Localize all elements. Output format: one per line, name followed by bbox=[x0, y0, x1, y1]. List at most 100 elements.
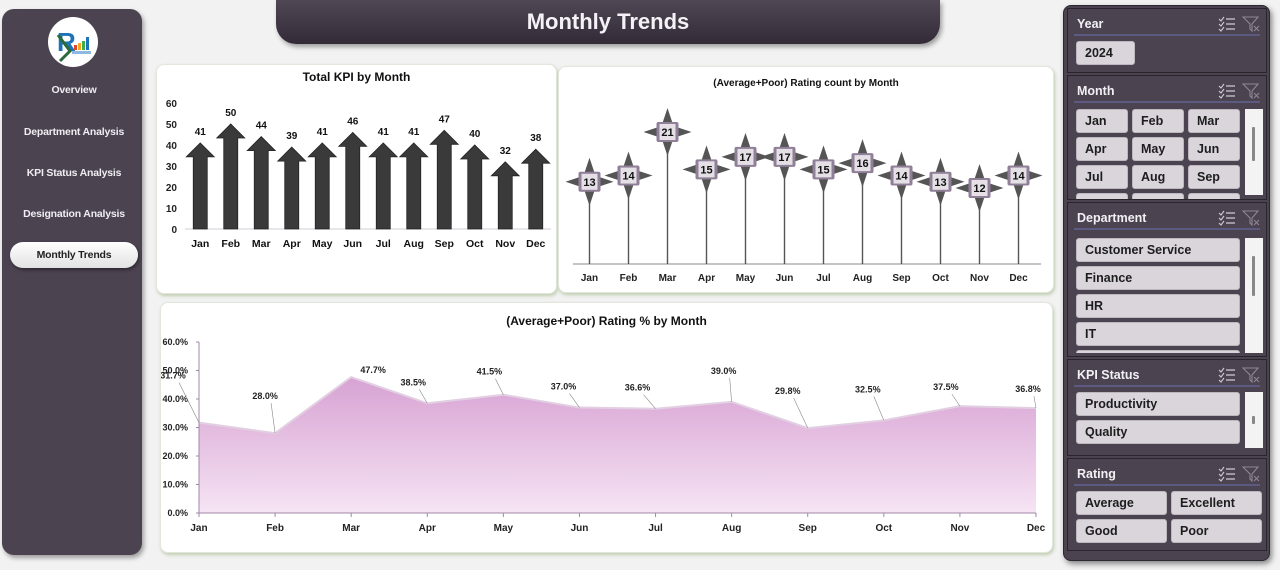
nav-kpi-status-analysis[interactable]: KPI Status Analysis bbox=[26, 167, 122, 179]
slicer-header: Rating bbox=[1074, 464, 1260, 486]
month-scrollbar[interactable] bbox=[1245, 109, 1263, 195]
svg-text:0.0%: 0.0% bbox=[167, 508, 188, 518]
slicer-item[interactable]: IT bbox=[1076, 322, 1240, 346]
star-marker: 12 bbox=[955, 164, 1004, 264]
star-marker: 14 bbox=[877, 151, 926, 264]
svg-text:14: 14 bbox=[622, 171, 635, 183]
nav-overview[interactable]: Overview bbox=[51, 84, 97, 96]
slicer-item[interactable]: Average bbox=[1076, 491, 1167, 515]
slicer-item[interactable]: Productivity bbox=[1076, 392, 1240, 416]
slicer-item[interactable]: Jan bbox=[1076, 109, 1128, 133]
svg-text:30: 30 bbox=[166, 162, 178, 173]
clear-filter-icon[interactable] bbox=[1241, 466, 1260, 483]
svg-text:Apr: Apr bbox=[419, 523, 436, 534]
star-marker: 21 bbox=[643, 108, 692, 264]
slicer-item[interactable]: Quality bbox=[1076, 420, 1240, 444]
clear-filter-icon[interactable] bbox=[1241, 210, 1260, 227]
slicer-item[interactable]: HR bbox=[1076, 294, 1240, 318]
svg-text:40: 40 bbox=[166, 141, 178, 152]
nav-designation-analysis[interactable]: Designation Analysis bbox=[23, 208, 125, 220]
slicer-item[interactable]: Mar bbox=[1188, 109, 1240, 133]
svg-text:0: 0 bbox=[171, 225, 177, 236]
svg-text:Jul: Jul bbox=[376, 238, 391, 250]
svg-text:Sep: Sep bbox=[892, 273, 910, 284]
page-title-banner: Monthly Trends bbox=[276, 0, 940, 44]
data-label: 28.0% bbox=[252, 391, 278, 401]
slicer-item[interactable]: Jul bbox=[1076, 165, 1128, 189]
multi-select-icon[interactable] bbox=[1218, 367, 1236, 383]
slicer-item[interactable] bbox=[1132, 193, 1184, 199]
slicer-header: Month bbox=[1074, 81, 1260, 103]
slicer-item[interactable]: Jun bbox=[1188, 137, 1240, 161]
slicer-item[interactable]: Customer Service bbox=[1076, 238, 1240, 262]
svg-text:41: 41 bbox=[195, 127, 207, 138]
slicer-item[interactable]: Sep bbox=[1188, 165, 1240, 189]
svg-text:32: 32 bbox=[500, 146, 512, 157]
svg-text:Sep: Sep bbox=[435, 238, 454, 250]
scrollbar-thumb[interactable] bbox=[1252, 256, 1255, 296]
chart-total-kpi: Total KPI by Month 0 10 20 30 40 50 60 41 Jan 50 F… bbox=[156, 64, 557, 294]
clear-filter-icon[interactable] bbox=[1241, 83, 1260, 100]
svg-text:46: 46 bbox=[347, 116, 359, 127]
bar-arrow bbox=[520, 148, 551, 230]
data-label: 32.5% bbox=[855, 384, 881, 394]
svg-text:Oct: Oct bbox=[466, 238, 484, 250]
data-label: 36.8% bbox=[1015, 384, 1041, 394]
svg-text:Jul: Jul bbox=[816, 273, 831, 284]
slicer-item[interactable]: Finance bbox=[1076, 266, 1240, 290]
slicer-item[interactable]: Poor bbox=[1171, 519, 1262, 543]
svg-text:Jan: Jan bbox=[581, 273, 598, 284]
clear-filter-icon[interactable] bbox=[1241, 367, 1260, 384]
multi-select-icon[interactable] bbox=[1218, 83, 1236, 99]
svg-text:20: 20 bbox=[166, 183, 178, 194]
star-marker: 14 bbox=[994, 151, 1043, 264]
slicer-item[interactable]: 2024 bbox=[1076, 41, 1135, 65]
slicer-item[interactable]: Feb bbox=[1132, 109, 1184, 133]
svg-text:16: 16 bbox=[856, 158, 868, 170]
slicer-item[interactable] bbox=[1188, 193, 1240, 199]
scrollbar-thumb[interactable] bbox=[1252, 416, 1255, 424]
star-marker: 16 bbox=[838, 139, 887, 264]
svg-text:Aug: Aug bbox=[404, 238, 424, 250]
slicer-item[interactable]: Aug bbox=[1132, 165, 1184, 189]
slicer-year: Year 2024 bbox=[1067, 8, 1267, 73]
department-scrollbar[interactable] bbox=[1245, 238, 1263, 353]
bar-arrow bbox=[307, 142, 338, 230]
kpi-status-scrollbar[interactable] bbox=[1245, 392, 1263, 448]
svg-text:60.0%: 60.0% bbox=[162, 337, 188, 347]
svg-text:Feb: Feb bbox=[620, 273, 638, 284]
svg-text:Jun: Jun bbox=[571, 523, 589, 534]
slicer-item[interactable] bbox=[1076, 350, 1240, 353]
svg-text:Aug: Aug bbox=[853, 273, 872, 284]
slicer-item[interactable]: Excellent bbox=[1171, 491, 1262, 515]
svg-text:38: 38 bbox=[530, 133, 542, 144]
slicer-item[interactable]: Apr bbox=[1076, 137, 1128, 161]
svg-text:14: 14 bbox=[895, 171, 908, 183]
svg-text:60: 60 bbox=[166, 99, 178, 110]
data-label: 47.7% bbox=[360, 365, 386, 375]
slicer-item[interactable]: May bbox=[1132, 137, 1184, 161]
clear-filter-icon[interactable] bbox=[1241, 16, 1260, 33]
svg-text:14: 14 bbox=[1012, 171, 1025, 183]
multi-select-icon[interactable] bbox=[1218, 16, 1236, 32]
svg-text:May: May bbox=[494, 523, 514, 534]
bar-arrow bbox=[276, 146, 307, 230]
chart-rating-percent: (Average+Poor) Rating % by Month 0.0% 10.… bbox=[160, 302, 1053, 553]
multi-select-icon[interactable] bbox=[1218, 210, 1236, 226]
star-marker: 13 bbox=[916, 157, 965, 264]
nav-monthly-trends[interactable]: Monthly Trends bbox=[10, 242, 138, 268]
nav-department-analysis[interactable]: Department Analysis bbox=[23, 126, 125, 138]
scrollbar-thumb[interactable] bbox=[1252, 127, 1255, 161]
multi-select-icon[interactable] bbox=[1218, 466, 1236, 482]
svg-text:Nov: Nov bbox=[970, 273, 989, 284]
data-label: 36.6% bbox=[625, 383, 651, 393]
slicer-rating: Rating Average Excellent Good Poor bbox=[1067, 458, 1267, 551]
slicer-item[interactable] bbox=[1076, 193, 1128, 199]
data-label: 41.5% bbox=[477, 367, 503, 377]
bar-arrow bbox=[246, 136, 277, 230]
slicer-item[interactable]: Good bbox=[1076, 519, 1167, 543]
svg-text:39: 39 bbox=[286, 131, 298, 142]
svg-text:Dec: Dec bbox=[1009, 273, 1028, 284]
star-marker: 15 bbox=[799, 145, 848, 264]
svg-text:Mar: Mar bbox=[659, 273, 677, 284]
